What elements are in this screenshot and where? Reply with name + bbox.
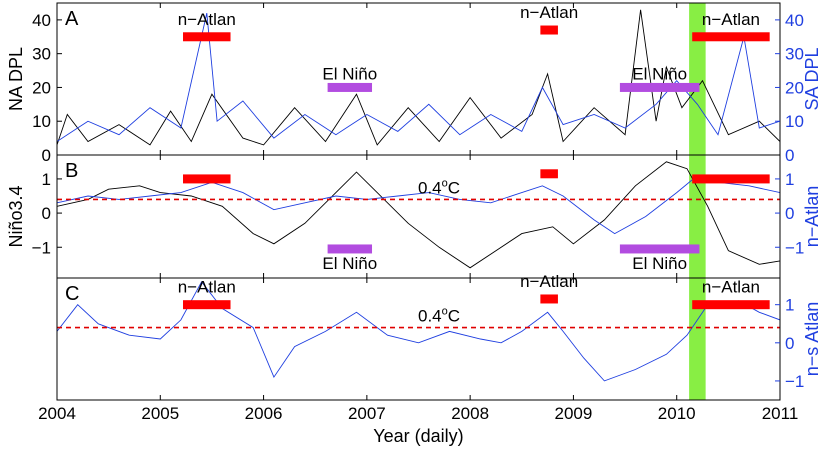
ylabel-right: n−s Atlan: [802, 302, 822, 377]
period-bar-B-4: [619, 244, 700, 254]
ytick-label-right: 1: [785, 296, 794, 315]
ytick-label-right: 0: [785, 146, 794, 165]
period-label-A-1: n−Atlan: [520, 3, 578, 22]
ytick-label-left: 0: [42, 204, 51, 223]
ytick-label-right: 0: [785, 334, 794, 353]
period-bar-B-0: [183, 174, 231, 184]
ytick-label-right: 40: [785, 11, 804, 30]
ytick-label-left: 0: [42, 146, 51, 165]
period-label-A-2: n−Atlan: [702, 10, 760, 29]
period-label-A-0: n−Atlan: [178, 10, 236, 29]
threshold-superscript: o: [442, 177, 448, 189]
period-bar-C-2: [692, 300, 770, 310]
ytick-label-left: 30: [32, 45, 51, 64]
ytick-label-right: 20: [785, 78, 804, 97]
panel-A: n−Atlan n−Atlan n−Atlan El Niño El Niño A 0 10 2…: [6, 2, 822, 165]
period-label-C-0: n−Atlan: [178, 278, 236, 297]
threshold-value: 0.4: [418, 307, 442, 326]
series-line-B-1: [57, 174, 780, 235]
xtick-label: 2010: [658, 404, 696, 423]
period-bar-C-0: [183, 300, 231, 310]
ytick-label-left: 40: [32, 11, 51, 30]
xtick-label: 2005: [141, 404, 179, 423]
period-bar-B-3: [327, 244, 373, 254]
period-label-C-1: n−Atlan: [520, 272, 578, 291]
period-label-B-3: El Niño: [322, 254, 377, 273]
panel-letter: B: [65, 160, 78, 182]
ylabel-left: Niño3.4: [6, 185, 26, 247]
threshold-unit: C: [448, 307, 460, 326]
series-line-A-0: [57, 9, 780, 146]
xtick-label: 2009: [555, 404, 593, 423]
threshold-unit: C: [448, 178, 460, 197]
period-bar-A-2: [692, 32, 770, 42]
xtick-label: 2008: [451, 404, 489, 423]
x-axis: 2004 2005 2006 2007 2008 2009 2010 2011 Year (da…: [38, 404, 798, 446]
xlabel: Year (daily): [373, 426, 463, 446]
ytick-label-right: 1: [785, 170, 794, 189]
period-bar-A-0: [183, 32, 231, 42]
ytick-label-right: −1: [785, 238, 804, 257]
ytick-label-left: −1: [32, 238, 51, 257]
period-bar-A-4: [619, 82, 700, 92]
period-bar-A-1: [540, 25, 558, 35]
ytick-label-left: 20: [32, 78, 51, 97]
period-bar-B-1: [540, 169, 558, 179]
xtick-label: 2004: [38, 404, 76, 423]
ytick-label-right: 30: [785, 45, 804, 64]
panel-letter: A: [65, 8, 79, 30]
threshold-label: 0.4oC: [418, 177, 460, 197]
ytick-label-right: 10: [785, 112, 804, 131]
period-bar-A-3: [327, 82, 373, 92]
ytick-label-right: −1: [785, 372, 804, 391]
period-label-C-2: n−Atlan: [702, 278, 760, 297]
series-line-A-1: [57, 13, 780, 142]
period-label-B-4: El Niño: [632, 254, 687, 273]
threshold-superscript: o: [442, 306, 448, 318]
xtick-label: 2011: [762, 404, 799, 423]
period-label-A-3: El Niño: [322, 64, 377, 83]
series-line-B-0: [57, 161, 780, 269]
panel-letter: C: [65, 283, 79, 305]
xtick-label: 2007: [348, 404, 386, 423]
threshold-value: 0.4: [418, 178, 442, 197]
ylabel-left: NA DPL: [6, 47, 26, 111]
threshold-label: 0.4oC: [418, 306, 460, 326]
period-bar-C-1: [540, 294, 558, 304]
period-bar-B-2: [692, 174, 770, 184]
panel-frame: [56, 277, 781, 401]
ylabel-right: SA DPL: [802, 47, 822, 110]
highlight-band: [689, 3, 706, 400]
xtick-label: 2006: [245, 404, 283, 423]
ylabel-right: n−Atlan: [802, 186, 822, 248]
period-label-A-4: El Niño: [632, 64, 687, 83]
ytick-label-right: 0: [785, 204, 794, 223]
ytick-label-left: 10: [32, 112, 51, 131]
series-line-C-0: [57, 280, 780, 382]
ytick-label-left: 1: [42, 170, 51, 189]
